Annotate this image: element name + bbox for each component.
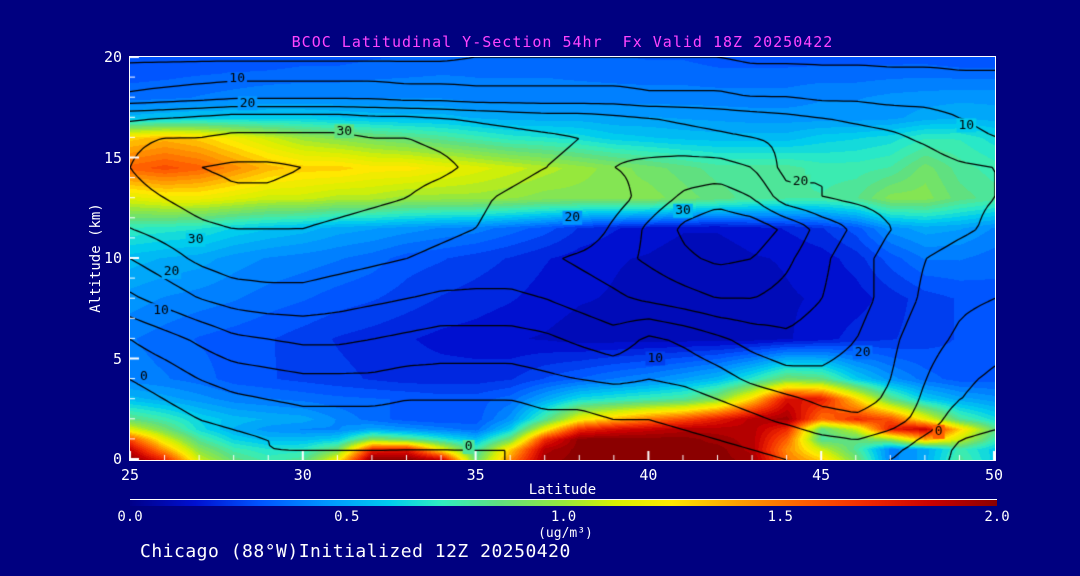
y-tick-label: 15 xyxy=(103,148,122,167)
colorbar-tick-label: 1.0 xyxy=(550,509,577,525)
colorbar-gradient xyxy=(130,500,997,506)
plot-title: BCOC Latitudinal Y-Section 54hr Fx Valid… xyxy=(291,33,834,51)
y-tick-label: 10 xyxy=(103,249,122,267)
colorbar-unit-label: (ug/m³) xyxy=(538,526,593,541)
x-tick-label: 45 xyxy=(812,466,831,484)
colorbar-tick-label: 0.5 xyxy=(334,509,360,525)
x-tick-label: 30 xyxy=(293,466,312,484)
colorbar-tick-label: 1.5 xyxy=(767,509,793,525)
x-tick-label: 25 xyxy=(120,466,140,484)
x-axis-title: Latitude xyxy=(528,482,597,498)
colorbar-tick-label: 2.0 xyxy=(984,509,1010,525)
init-info-text: Chicago (88°W)Initialized 12Z 20250420 xyxy=(140,541,571,562)
y-tick-label: 0 xyxy=(112,450,122,468)
x-tick-label: 40 xyxy=(639,466,658,484)
colorbar-top-border xyxy=(130,499,997,500)
x-tick-label: 50 xyxy=(984,466,1004,484)
plot-area xyxy=(129,56,996,461)
ysection-plot-canvas xyxy=(130,57,995,460)
y-tick-label: 20 xyxy=(103,48,122,66)
x-tick-label: 35 xyxy=(466,466,485,484)
y-tick-label: 5 xyxy=(112,349,122,368)
colorbar-tick-label: 0.0 xyxy=(117,509,143,525)
